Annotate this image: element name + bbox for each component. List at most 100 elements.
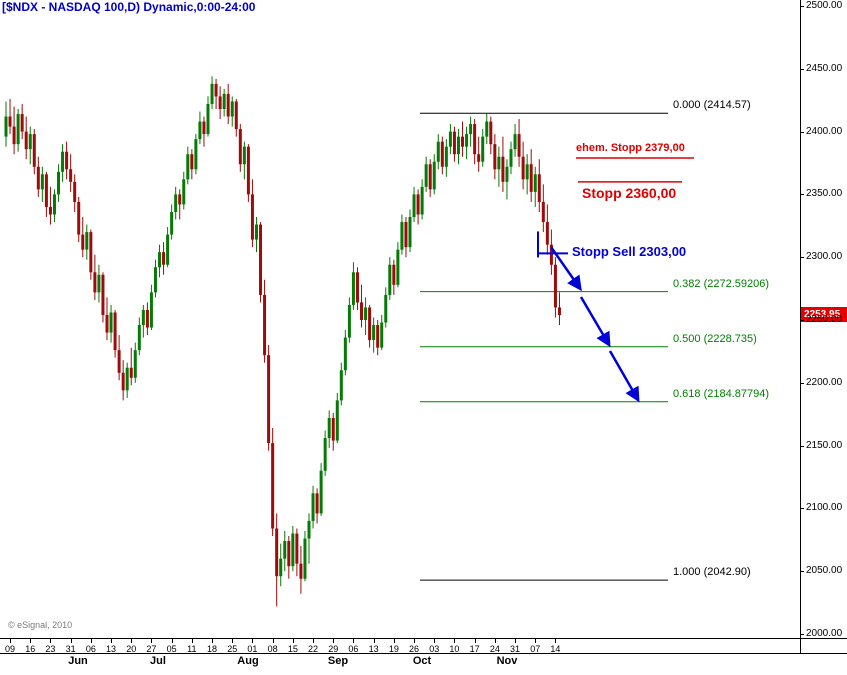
candle-body bbox=[335, 400, 339, 441]
candle-body bbox=[307, 520, 311, 539]
candle-body bbox=[198, 121, 202, 140]
date-tick-label: 17 bbox=[469, 644, 480, 654]
candle-body bbox=[141, 309, 145, 326]
price-tick bbox=[800, 68, 804, 70]
candle-body bbox=[162, 252, 166, 265]
candle-body bbox=[400, 222, 404, 250]
candle-body bbox=[194, 139, 198, 170]
date-tick-label: 20 bbox=[126, 644, 137, 654]
fib-label-0.000: 0.000 (2414.57) bbox=[673, 99, 751, 112]
projection-arrows[interactable] bbox=[549, 246, 640, 403]
candle-body bbox=[295, 533, 299, 564]
date-tick bbox=[10, 639, 12, 643]
date-axis[interactable] bbox=[0, 638, 800, 675]
candle-body bbox=[380, 322, 384, 348]
candle-body bbox=[428, 164, 432, 190]
candle-body bbox=[73, 181, 77, 202]
date-tick bbox=[535, 639, 537, 643]
date-axis-separator bbox=[0, 638, 847, 639]
annotation-stopp-label[interactable]: Stopp 2360,00 bbox=[582, 184, 677, 201]
down-arrow-icon[interactable] bbox=[579, 296, 611, 348]
month-label: Oct bbox=[412, 655, 432, 667]
candle-body bbox=[452, 131, 456, 155]
date-tick bbox=[333, 639, 335, 643]
annotation-stopp-sell-label[interactable]: Stopp Sell 2303,00 bbox=[572, 244, 687, 260]
candle-body bbox=[97, 274, 101, 293]
date-tick-label: 27 bbox=[146, 644, 157, 654]
price-tick bbox=[800, 382, 804, 384]
fib-retracement[interactable] bbox=[420, 112, 668, 581]
price-tick-label: 2000.00 bbox=[806, 628, 843, 639]
date-tick-label: 13 bbox=[106, 644, 117, 654]
date-tick-label: 15 bbox=[287, 644, 298, 654]
candle-body bbox=[113, 312, 117, 351]
candle-body bbox=[517, 134, 521, 157]
candlestick-plot-area[interactable] bbox=[0, 0, 800, 638]
candle-body bbox=[4, 116, 8, 137]
candle-body bbox=[331, 417, 335, 441]
candle-body bbox=[444, 146, 448, 167]
candle-body bbox=[93, 272, 97, 293]
candle-body bbox=[287, 541, 291, 567]
candle-body bbox=[125, 367, 129, 391]
price-tick-label: 2200.00 bbox=[806, 376, 843, 388]
down-arrow-icon[interactable] bbox=[549, 246, 582, 292]
candle-body bbox=[392, 264, 396, 285]
candle-body bbox=[537, 174, 541, 202]
candle-body bbox=[473, 124, 477, 155]
candle-body bbox=[291, 533, 295, 567]
candle-body bbox=[12, 126, 16, 145]
candle-body bbox=[424, 164, 428, 187]
candle-body bbox=[493, 144, 497, 170]
candle-body bbox=[432, 161, 436, 190]
candle-body bbox=[319, 470, 323, 514]
date-tick-label: 16 bbox=[25, 644, 36, 654]
candle-body bbox=[137, 325, 141, 351]
candle-body bbox=[376, 325, 380, 348]
month-label: Sep bbox=[327, 655, 349, 667]
annotation-ehem-stopp-label[interactable]: ehem. Stopp 2379,00 bbox=[576, 141, 685, 154]
candle-body bbox=[89, 232, 93, 273]
price-tick-label: 2100.00 bbox=[806, 502, 843, 514]
candle-body bbox=[364, 307, 368, 320]
candle-body bbox=[521, 156, 525, 180]
date-tick-label: 01 bbox=[247, 644, 258, 654]
date-tick bbox=[30, 639, 32, 643]
candle-body bbox=[254, 224, 258, 240]
price-tick bbox=[800, 571, 804, 573]
price-tick-label: 2250.00 bbox=[806, 314, 843, 325]
candle-body bbox=[456, 136, 460, 155]
candle-body bbox=[32, 134, 36, 167]
candle-body bbox=[214, 83, 218, 97]
candle-body bbox=[153, 267, 157, 293]
candle-body bbox=[461, 136, 465, 147]
candles bbox=[4, 76, 561, 607]
price-tick-label: 2400.00 bbox=[806, 125, 843, 137]
date-tick bbox=[191, 639, 193, 643]
candle-body bbox=[416, 194, 420, 215]
candle-body bbox=[222, 93, 226, 109]
candle-body bbox=[24, 131, 28, 150]
candle-body bbox=[105, 314, 109, 333]
date-tick bbox=[454, 639, 456, 643]
candle-body bbox=[226, 93, 230, 117]
candle-body bbox=[206, 103, 210, 135]
candle-body bbox=[557, 307, 561, 316]
date-tick bbox=[90, 639, 92, 643]
date-tick-label: 06 bbox=[85, 644, 96, 654]
down-arrow-icon[interactable] bbox=[608, 350, 640, 403]
candle-body bbox=[436, 141, 440, 162]
date-tick bbox=[252, 639, 254, 643]
month-row-separator bbox=[0, 653, 847, 654]
candle-body bbox=[158, 252, 162, 268]
candle-body bbox=[549, 244, 553, 265]
candle-body bbox=[355, 272, 359, 303]
price-tick bbox=[800, 320, 804, 321]
price-tick bbox=[800, 6, 804, 7]
date-tick bbox=[373, 639, 375, 643]
candle-body bbox=[129, 367, 133, 378]
candle-body bbox=[404, 222, 408, 248]
date-tick-label: 23 bbox=[45, 644, 56, 654]
candle-body bbox=[174, 194, 178, 212]
